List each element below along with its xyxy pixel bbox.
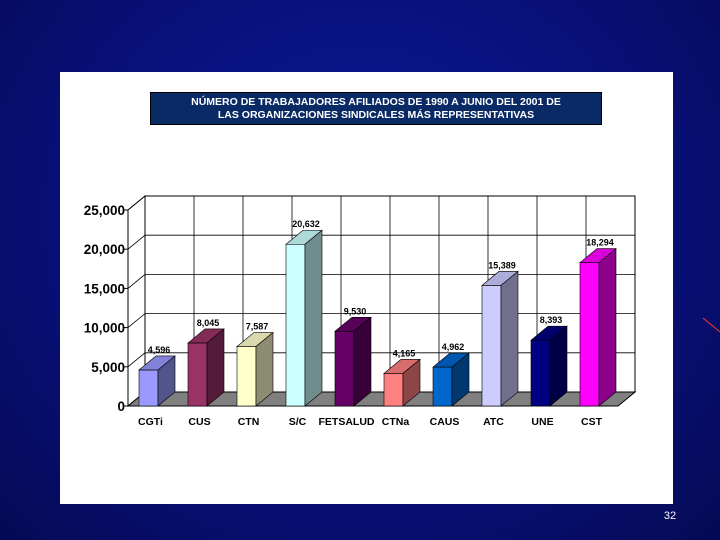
data-label: 8,045 [197, 318, 220, 328]
y-tick-label: 5,000 [91, 360, 125, 375]
data-label: 15,389 [488, 260, 516, 270]
chart-title-line-2: LAS ORGANIZACIONES SINDICALES MÁS REPRES… [217, 109, 535, 121]
chart-title-line-1: NÚMERO DE TRABAJADORES AFILIADOS DE 1990… [191, 96, 561, 108]
data-label: 7,587 [246, 322, 269, 332]
x-tick-label: CUS [188, 416, 210, 428]
x-tick-label: CTN [238, 416, 260, 428]
bar-caus [432, 366, 453, 407]
y-tick-label: 25,000 [84, 203, 125, 218]
bar-atc [481, 285, 502, 407]
bar-ctna [383, 373, 404, 407]
data-label: 9,530 [344, 306, 367, 316]
bar-cus [187, 342, 208, 407]
bar-side [549, 325, 568, 407]
bar-side [598, 247, 617, 407]
bar-side [451, 352, 470, 407]
bar-side [304, 229, 323, 407]
gridline [127, 195, 635, 211]
x-tick-label: CGTi [138, 416, 163, 428]
bar-side [157, 355, 176, 407]
data-label: 8,393 [540, 315, 563, 325]
bar-une [530, 339, 551, 407]
x-tick-label: ATC [483, 416, 504, 428]
data-label: 18,294 [586, 238, 614, 248]
bar-sc [285, 243, 306, 407]
data-label: 4,962 [442, 342, 465, 352]
bar-cst [579, 262, 600, 407]
bar-side [206, 328, 225, 407]
y-tick-label: 10,000 [84, 321, 125, 336]
x-tick-label: S/C [289, 416, 307, 428]
x-tick-label: UNE [531, 416, 553, 428]
bar-ctn [236, 346, 257, 407]
x-tick-label: CAUS [430, 416, 460, 428]
bar-side [353, 316, 372, 407]
page-number: 32 [663, 510, 677, 522]
gridline [127, 234, 635, 250]
chart-title: NÚMERO DE TRABAJADORES AFILIADOS DE 1990… [150, 92, 602, 125]
y-tick-label: 20,000 [84, 242, 125, 257]
x-tick-label: FETSALUD [319, 416, 375, 428]
data-label: 4,596 [148, 345, 171, 355]
gridline [127, 352, 635, 368]
data-label: 4,165 [393, 348, 416, 358]
y-tick-label: 15,000 [84, 281, 125, 296]
y-tick-label: 0 [117, 399, 125, 414]
bar-side [500, 270, 519, 407]
bar-cgti [138, 369, 159, 407]
data-label: 20,632 [292, 219, 320, 229]
x-tick-label: CTNa [382, 416, 410, 428]
bar-side [255, 331, 274, 407]
bar-side [402, 358, 421, 407]
bar-fetsalud [334, 330, 355, 407]
x-tick-label: CST [581, 416, 603, 428]
gridline [127, 313, 635, 328]
gridline [127, 273, 635, 289]
